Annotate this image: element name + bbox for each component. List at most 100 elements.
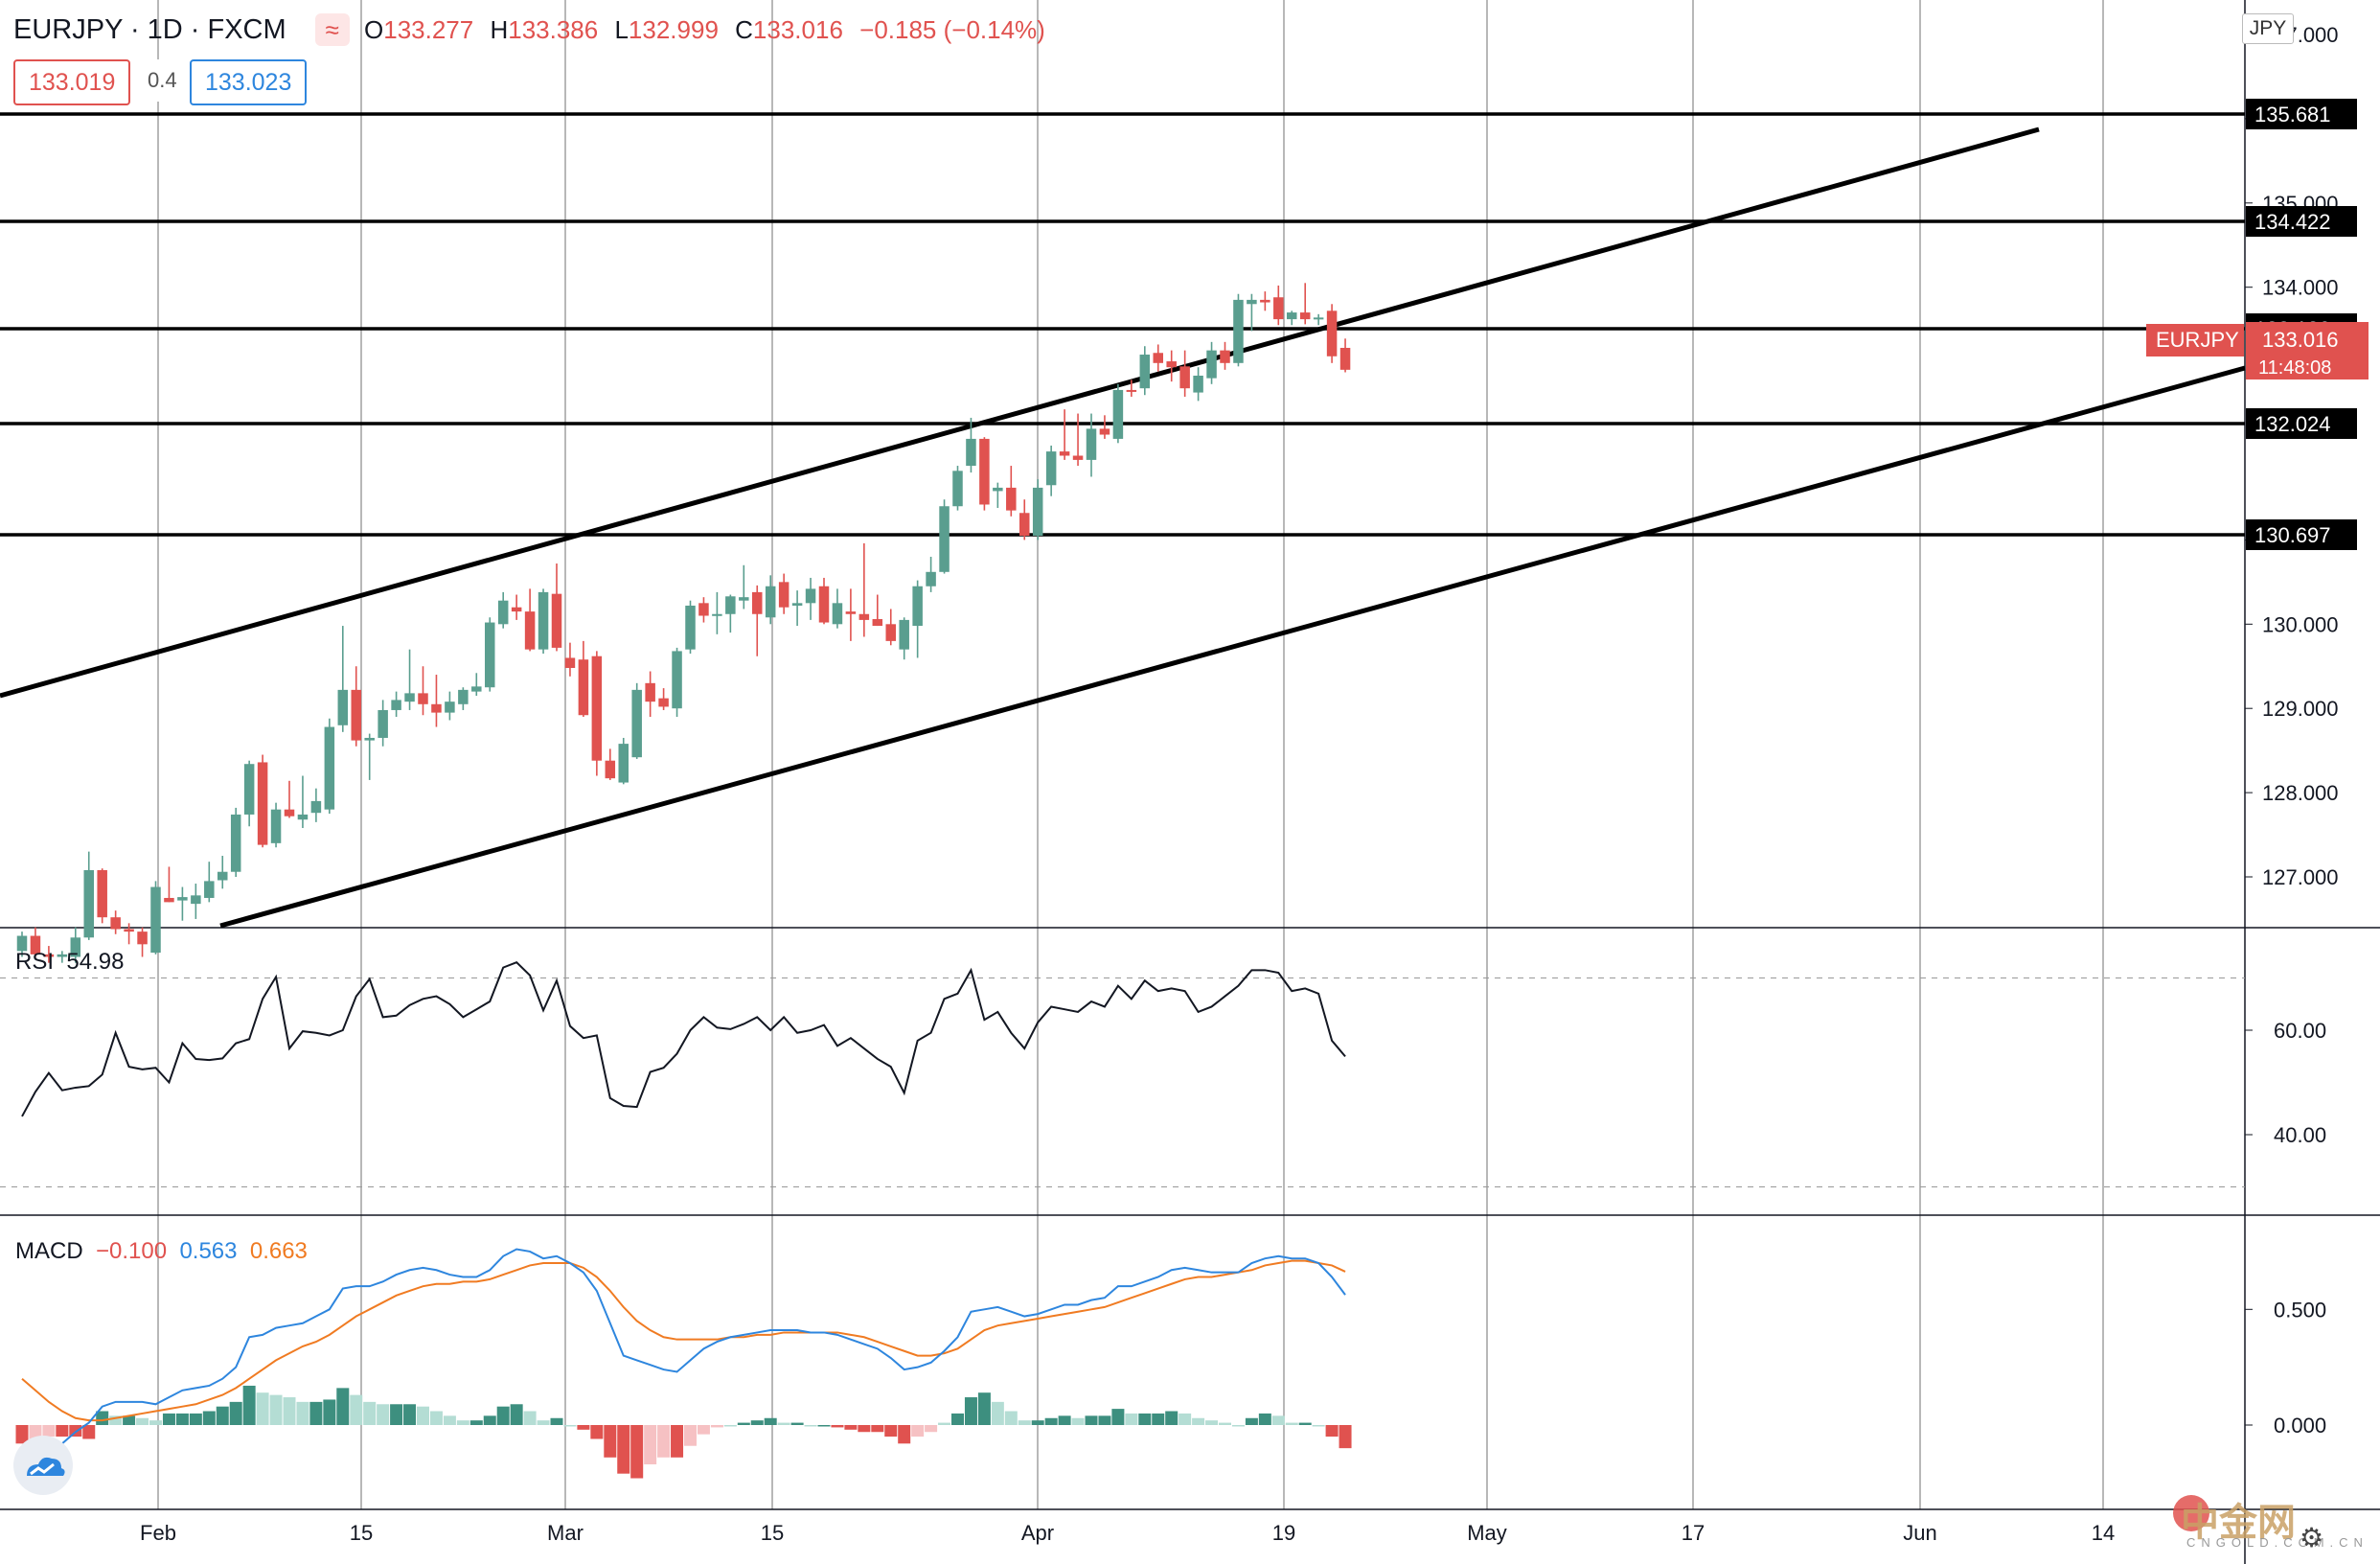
rsi-legend[interactable]: RSI 54.98 <box>15 949 124 976</box>
time-tick-label-7: 17 <box>1682 1521 1705 1545</box>
price-tick-label-2: 129.000 <box>2262 697 2339 721</box>
candle-body-67 <box>912 586 923 627</box>
candle-body-34 <box>471 686 482 692</box>
time-tick-label-6: May <box>1467 1521 1507 1545</box>
candle-body-19 <box>270 809 282 843</box>
macd-hist-bar-22 <box>309 1401 323 1425</box>
macd-hist-bar-30 <box>417 1406 429 1425</box>
candle-body-53 <box>725 596 736 614</box>
sell-button[interactable]: 133.019 <box>13 59 131 105</box>
macd-hist-bar-98 <box>1325 1425 1339 1438</box>
gear-icon[interactable]: ⚙ <box>2300 1523 2324 1552</box>
time-tick-label-8: Jun <box>1903 1521 1936 1545</box>
candle-body-72 <box>979 438 990 505</box>
candle-body-61 <box>832 603 843 625</box>
level-badge-3 <box>2246 408 2357 439</box>
candle-body-30 <box>418 693 428 704</box>
candle-body-7 <box>110 917 121 930</box>
macd-hist-bar-26 <box>363 1401 377 1425</box>
candle-body-75 <box>1019 513 1030 537</box>
level-badge-4 <box>2246 519 2357 550</box>
currency-badge[interactable]: JPY <box>2242 13 2294 44</box>
candle-body-96 <box>1299 312 1311 320</box>
candle-body-82 <box>1112 389 1124 439</box>
macd-signal-value: 0.663 <box>249 1238 308 1264</box>
price-tick-label-3: 130.000 <box>2262 612 2339 636</box>
macd-hist-bar-88 <box>1192 1417 1205 1425</box>
macd-hist-bar-20 <box>283 1397 296 1425</box>
candle-body-6 <box>97 869 107 918</box>
buy-button[interactable]: 133.023 <box>190 59 308 105</box>
candle-body-49 <box>672 651 682 709</box>
channel-upper-line <box>0 126 2040 699</box>
macd-hist-bar-39 <box>537 1420 550 1425</box>
macd-hist-bar-9 <box>136 1417 149 1425</box>
macd-legend[interactable]: MACD −0.100 0.563 0.663 <box>15 1238 308 1265</box>
symbol-title[interactable]: EURJPY · 1D · FXCM ≈ <box>13 13 350 46</box>
wave-icon[interactable]: ≈ <box>314 13 350 46</box>
macd-hist-bar-96 <box>1298 1422 1312 1425</box>
candle-body-63 <box>858 613 870 620</box>
macd-hist-bar-1 <box>29 1425 42 1439</box>
macd-hist-bar-40 <box>550 1417 563 1425</box>
candle-body-83 <box>1126 389 1137 392</box>
macd-hist-bar-76 <box>1031 1420 1044 1425</box>
macd-hist-bar-74 <box>1004 1411 1018 1425</box>
macd-hist-bar-68 <box>925 1425 938 1433</box>
candle-body-79 <box>1072 455 1084 460</box>
candle-body-92 <box>1247 299 1257 305</box>
candle-body-32 <box>445 702 455 713</box>
macd-hist-bar-69 <box>938 1422 951 1425</box>
candle-body-26 <box>364 737 375 741</box>
candle-body-56 <box>765 586 776 618</box>
macd-hist-bar-60 <box>817 1425 831 1427</box>
macd-hist-bar-66 <box>898 1425 911 1444</box>
candle-body-84 <box>1139 355 1151 389</box>
cloud-chart-icon[interactable] <box>13 1436 73 1495</box>
high-value: 133.386 <box>508 15 599 44</box>
candle-body-33 <box>458 689 469 704</box>
macd-hist-bar-53 <box>723 1425 737 1427</box>
candle-body-23 <box>324 726 335 810</box>
candle-body-17 <box>243 764 255 815</box>
rsi-value: 54.98 <box>66 949 125 975</box>
candle-body-27 <box>378 709 388 738</box>
candle-body-37 <box>511 607 522 612</box>
candle-body-98 <box>1326 310 1338 356</box>
candle-body-87 <box>1179 366 1190 389</box>
high-label: H <box>490 15 509 44</box>
candle-body-3 <box>57 954 68 957</box>
candle-body-44 <box>605 760 616 779</box>
candle-body-45 <box>618 744 629 783</box>
low-value: 132.999 <box>628 15 719 44</box>
level-badge-0 <box>2246 99 2357 129</box>
price-badge-countdown: 11:48:08 <box>2258 357 2331 379</box>
candle-body-58 <box>791 603 803 606</box>
candle-body-95 <box>1287 312 1297 320</box>
macd-hist-bar-16 <box>229 1401 242 1425</box>
macd-hist-bar-14 <box>202 1411 216 1425</box>
candle-body-0 <box>16 935 28 952</box>
watermark-sub: CNGOLD.COM.CN <box>2186 1535 2369 1550</box>
macd-hist-bar-51 <box>697 1425 710 1435</box>
macd-hist-bar-27 <box>377 1404 390 1425</box>
candle-body-48 <box>658 698 669 707</box>
candle-body-31 <box>431 703 442 713</box>
candle-body-43 <box>591 656 603 761</box>
macd-hist-bar-89 <box>1205 1420 1219 1425</box>
macd-hist-bar-36 <box>496 1406 510 1425</box>
price-tick-label-5: 134.000 <box>2262 276 2339 300</box>
level-badge-label-1: 134.422 <box>2254 210 2331 234</box>
candle-body-89 <box>1206 350 1217 379</box>
change-value: −0.185 (−0.14%) <box>859 15 1045 44</box>
candle-body-9 <box>137 932 148 945</box>
candle-body-8 <box>124 929 134 932</box>
macd-hist-bar-73 <box>991 1401 1004 1425</box>
macd-hist-bar-77 <box>1044 1417 1058 1425</box>
candle-body-68 <box>926 571 936 586</box>
open-value: 133.277 <box>383 15 474 44</box>
candle-body-73 <box>993 487 1003 492</box>
macd-hist-bar-64 <box>871 1425 884 1433</box>
candle-body-14 <box>204 881 215 898</box>
